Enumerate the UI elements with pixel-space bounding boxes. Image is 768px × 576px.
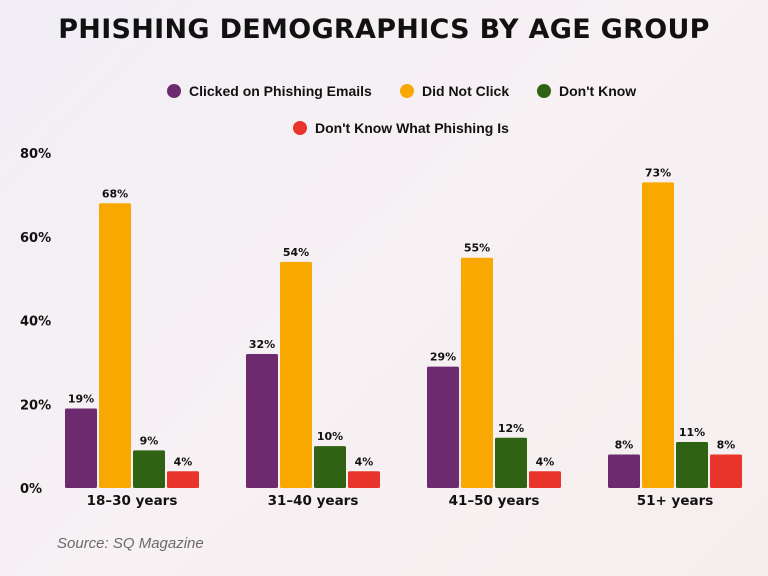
bar [710,454,742,488]
y-tick-label: 40% [20,315,51,330]
data-label: 32% [249,338,275,351]
data-label: 8% [615,439,634,452]
data-label: 12% [498,422,524,435]
bar [495,437,527,488]
data-label: 29% [430,351,456,364]
x-tick-label: 31–40 years [268,493,359,509]
legend-label: Don't Know [559,83,637,99]
legend-item-did-not-click: Did Not Click [400,83,509,99]
y-tick-label: 0% [20,482,42,497]
bar [280,261,312,488]
legend-dot-icon [167,84,181,98]
data-label: 68% [102,187,128,200]
data-label: 4% [174,455,193,468]
bar [167,471,199,488]
bar [133,450,165,488]
x-tick-label: 18–30 years [87,493,178,509]
bar [676,441,708,488]
chart-title: PHISHING DEMOGRAPHICS BY AGE GROUP [58,14,710,45]
x-tick-label: 41–50 years [449,493,540,509]
bar [99,203,131,488]
bar [642,182,674,488]
bar [427,366,459,488]
legend-item-dont-know-phishing: Don't Know What Phishing Is [293,120,509,136]
data-label: 55% [464,242,490,255]
data-label: 4% [536,455,555,468]
legend-dot-icon [400,84,414,98]
data-label: 9% [140,434,159,447]
data-label: 11% [679,426,705,439]
data-label: 54% [283,246,309,259]
legend-label: Did Not Click [422,83,510,99]
data-label: 10% [317,430,343,443]
bar [246,354,278,488]
y-tick-label: 20% [20,398,51,413]
legend-item-dont-know: Don't Know [537,83,636,99]
source-note: Source: SQ Magazine [57,535,204,552]
bar [608,454,640,488]
bar [314,446,346,488]
bar [529,471,561,488]
legend-dot-icon [537,84,551,98]
data-label: 19% [68,392,94,405]
legend-dot-icon [293,121,307,135]
bar [461,257,493,488]
legend-item-clicked: Clicked on Phishing Emails [167,83,372,99]
legend-label: Don't Know What Phishing Is [315,120,509,136]
y-tick-label: 80% [20,147,51,162]
data-label: 73% [645,166,671,179]
data-label: 8% [717,439,736,452]
y-tick-label: 60% [20,231,51,246]
legend-label: Clicked on Phishing Emails [189,83,372,99]
bar [65,408,97,488]
data-label: 4% [355,455,374,468]
x-tick-label: 51+ years [637,493,714,509]
bar [348,471,380,488]
